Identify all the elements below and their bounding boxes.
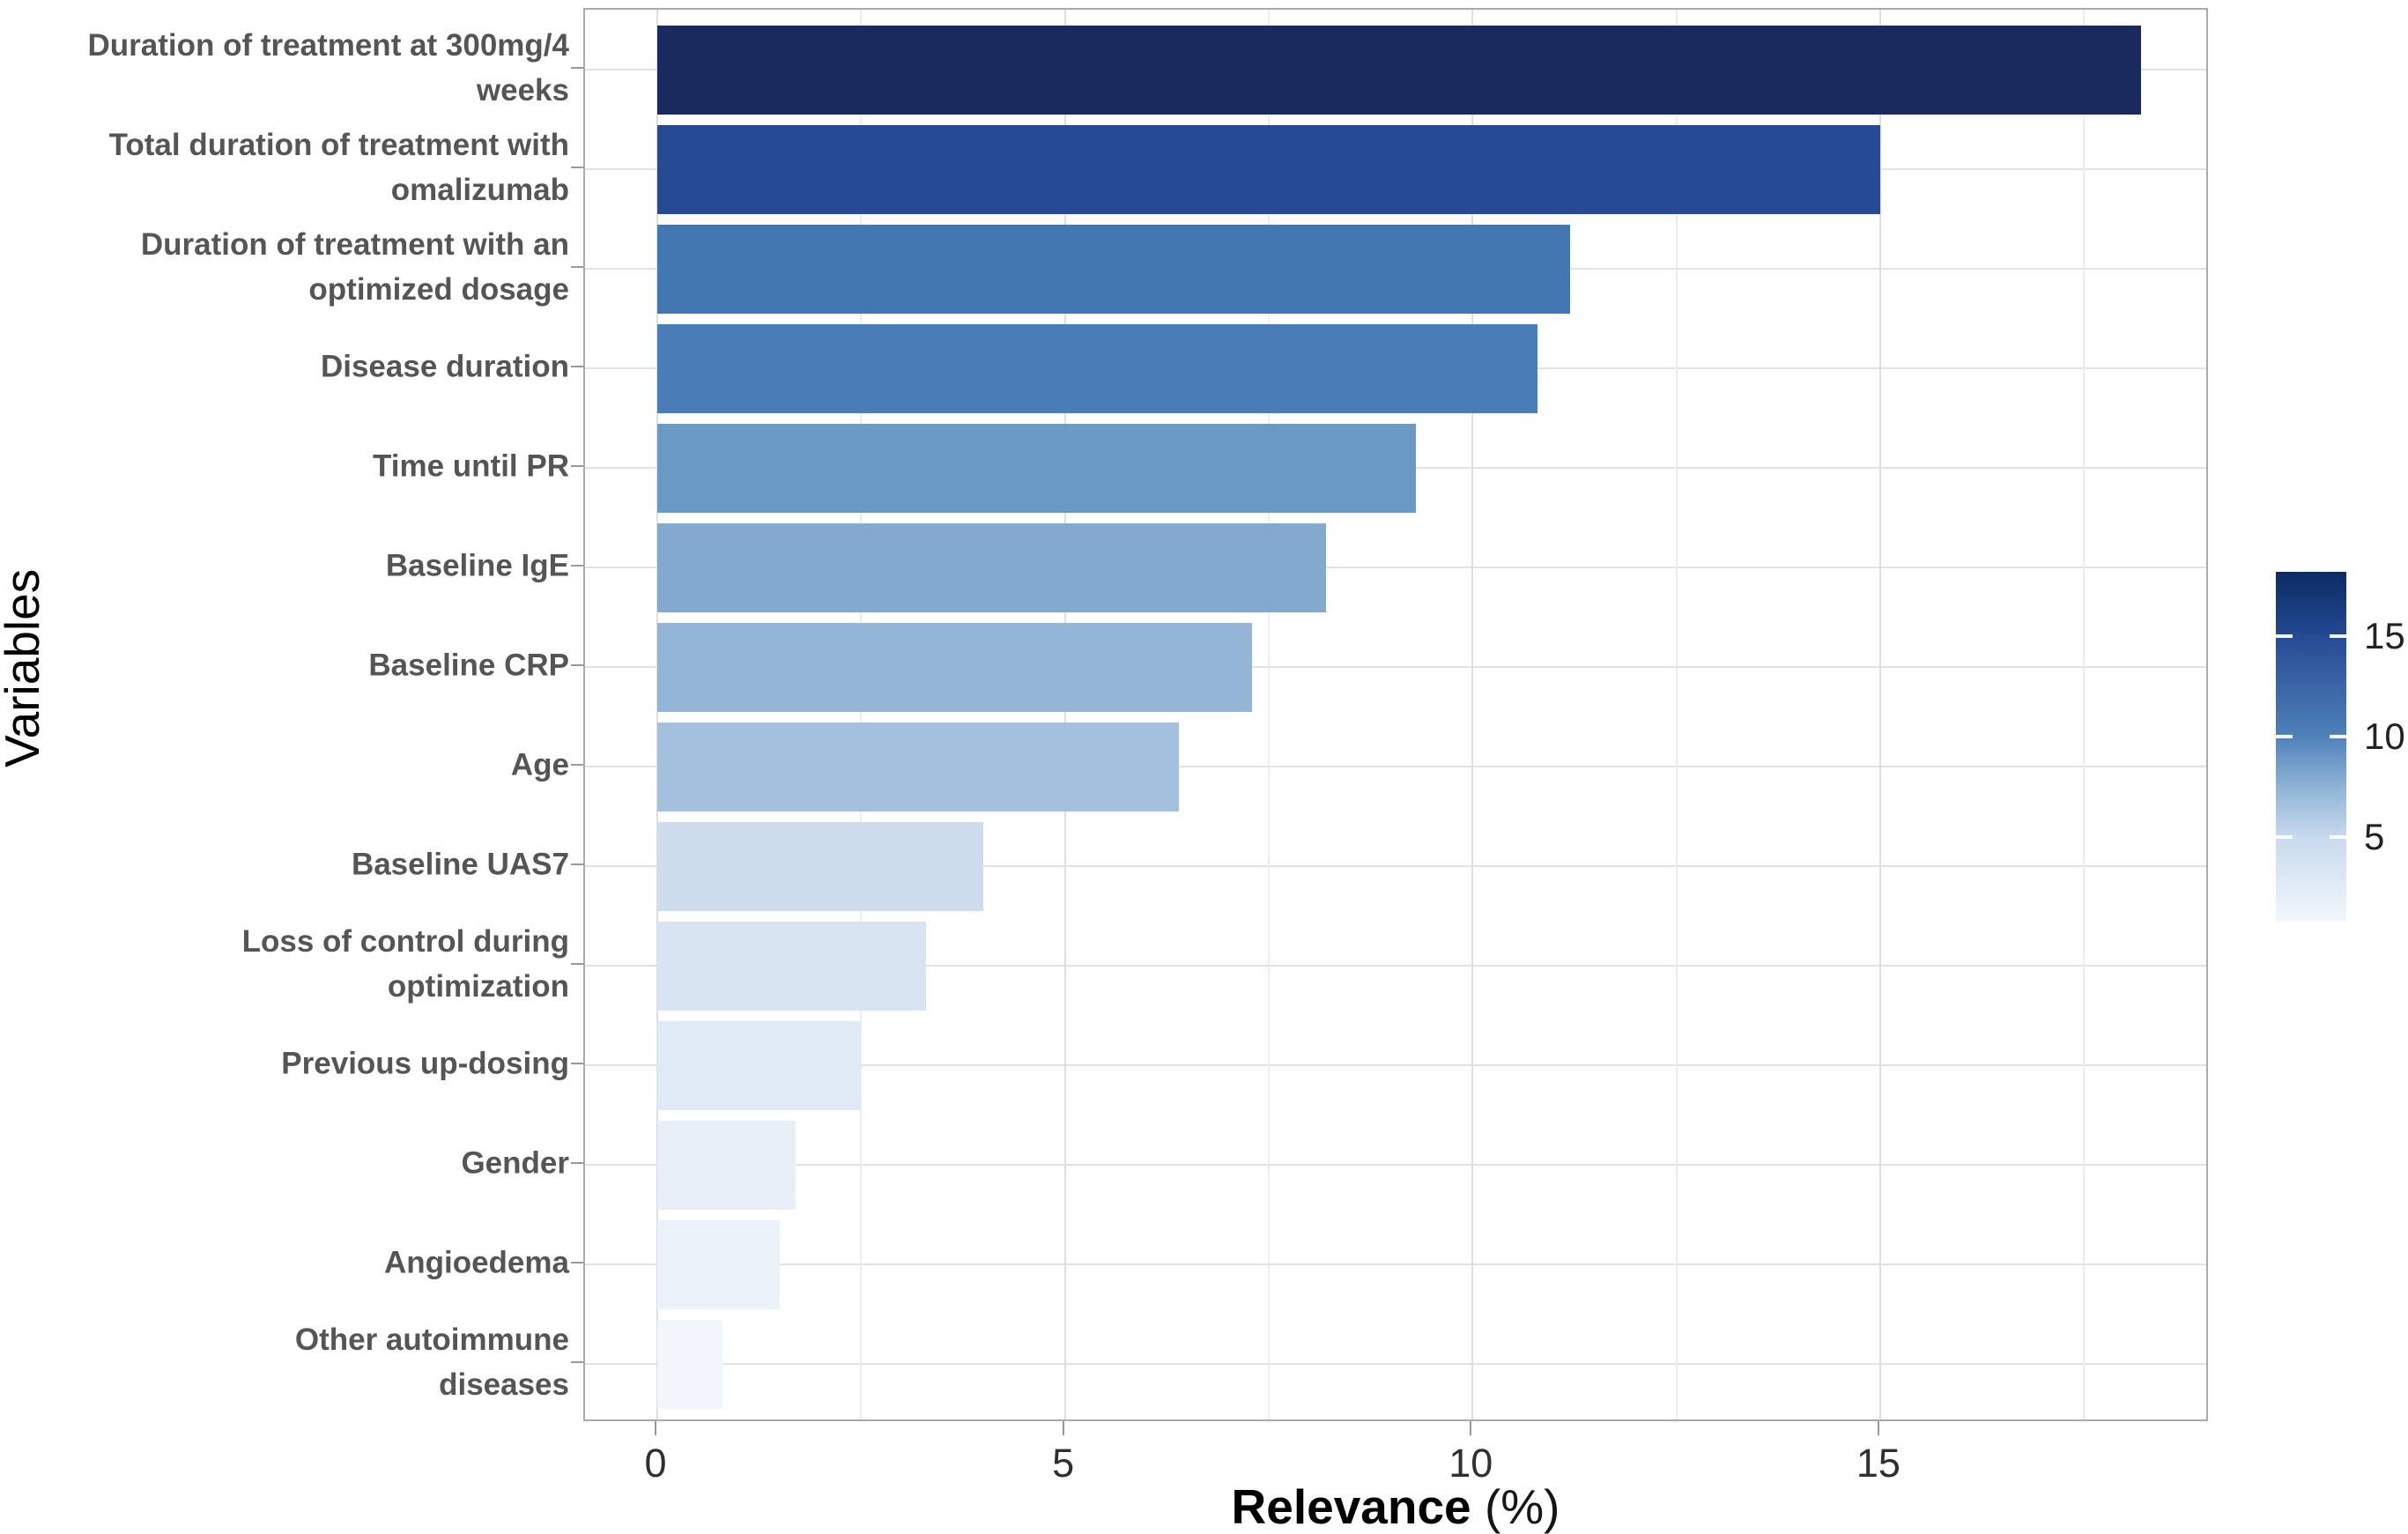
y-category-label-disease-duration: Disease duration [320, 349, 569, 384]
colorbar-tick-mark [2276, 634, 2293, 638]
y-tick-mark [571, 1262, 583, 1264]
x-axis-title: Relevance (%) [583, 1478, 2208, 1534]
bar-total-duration-omalizumab [657, 124, 1880, 214]
bar-duration-300mg-4-weeks [657, 25, 2142, 115]
gridline-vertical-major [1878, 10, 1881, 1419]
y-category-label-duration-300mg-4-weeks: Duration of treatment at 300mg/4 weeks [87, 28, 570, 107]
gridline-horizontal [585, 766, 2206, 767]
y-category-label-total-duration-omalizumab: Total duration of treatment with omalizu… [108, 128, 569, 207]
x-tick-label-5: 5 [1052, 1441, 1075, 1486]
x-tick-mark [655, 1421, 656, 1435]
bar-baseline-crp [657, 622, 1253, 712]
bar-age [657, 722, 1180, 811]
x-axis-title-unit: (%) [1484, 1479, 1560, 1534]
colorbar-tick-mark [2330, 835, 2346, 840]
x-axis-title-main: Relevance [1231, 1479, 1471, 1534]
y-category-label-angioedema: Angioedema [383, 1245, 569, 1280]
colorbar-tick-label-5: 5 [2364, 816, 2385, 858]
bar-disease-duration [657, 323, 1538, 413]
colorbar-tick-mark [2276, 835, 2293, 840]
y-tick-mark [571, 167, 583, 168]
y-category-label-baseline-ige: Baseline IgE [385, 548, 569, 583]
colorbar-legend [2276, 572, 2346, 922]
y-category-label-time-until-pr: Time until PR [373, 448, 569, 484]
y-category-label-gender: Gender [461, 1145, 569, 1181]
y-tick-mark [571, 1361, 583, 1363]
gridline-horizontal [585, 1064, 2206, 1066]
colorbar-tick-mark [2330, 735, 2346, 739]
bar-optimized-dosage-duration [657, 224, 1571, 314]
gridline-horizontal [585, 1363, 2206, 1365]
bar-angioedema [657, 1219, 780, 1309]
gridline-vertical-major [1063, 10, 1066, 1419]
y-tick-mark [571, 266, 583, 268]
gridline-horizontal [585, 965, 2206, 967]
bar-baseline-uas7 [657, 821, 984, 911]
y-category-label-other-autoimmune-diseases: Other autoimmune diseases [294, 1323, 569, 1402]
gridline-horizontal [585, 666, 2206, 668]
gridline-horizontal [585, 1264, 2206, 1265]
gridline-vertical-minor [1267, 10, 1270, 1419]
gridline-vertical-major [656, 10, 658, 1419]
bar-previous-up-dosing [657, 1020, 862, 1110]
y-tick-mark [571, 863, 583, 865]
y-tick-mark [571, 1063, 583, 1064]
plot-panel [583, 8, 2208, 1421]
x-tick-mark [1470, 1421, 1472, 1435]
y-category-label-previous-up-dosing: Previous up-dosing [281, 1046, 569, 1081]
gridline-vertical-minor [1675, 10, 1678, 1419]
y-tick-mark [571, 565, 583, 567]
y-tick-mark [571, 465, 583, 467]
bar-gender [657, 1120, 796, 1210]
y-category-label-optimized-dosage-duration: Duration of treatment with an optimized … [140, 227, 569, 307]
gridline-vertical-major [1471, 10, 1474, 1419]
x-tick-label-15: 15 [1856, 1441, 1900, 1486]
gridline-horizontal [585, 567, 2206, 568]
y-tick-mark [571, 664, 583, 666]
bar-baseline-ige [657, 522, 1326, 612]
gridline-horizontal [585, 865, 2206, 867]
colorbar-tick-mark [2330, 634, 2346, 638]
y-category-label-baseline-uas7: Baseline UAS7 [351, 847, 569, 882]
x-tick-mark [1877, 1421, 1879, 1435]
colorbar-tick-label-10: 10 [2364, 715, 2405, 758]
gridline-vertical-minor [860, 10, 863, 1419]
gridline-horizontal [585, 1164, 2206, 1166]
y-tick-mark [571, 366, 583, 367]
bar-loss-of-control-optimization [657, 921, 927, 1011]
y-tick-mark [571, 764, 583, 766]
colorbar-tick-label-15: 15 [2364, 615, 2405, 656]
y-tick-mark [571, 67, 583, 69]
x-tick-label-0: 0 [644, 1441, 667, 1486]
bar-time-until-pr [657, 423, 1416, 513]
x-tick-mark [1062, 1421, 1064, 1435]
colorbar-tick-mark [2276, 735, 2293, 739]
y-tick-mark [571, 1162, 583, 1164]
gridline-vertical-minor [2083, 10, 2086, 1419]
bar-other-autoimmune-diseases [657, 1319, 723, 1409]
y-category-label-baseline-crp: Baseline CRP [368, 648, 569, 683]
y-category-label-loss-of-control-optimization: Loss of control during optimization [241, 924, 569, 1004]
y-category-label-age: Age [510, 747, 569, 782]
y-tick-mark [571, 963, 583, 965]
x-tick-label-10: 10 [1449, 1441, 1493, 1486]
